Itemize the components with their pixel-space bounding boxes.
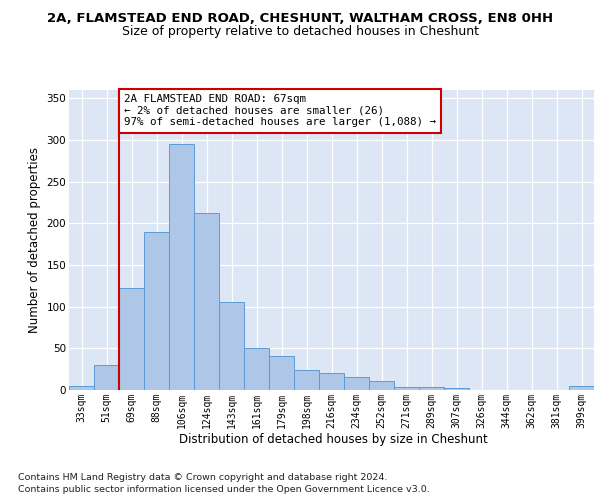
Text: Distribution of detached houses by size in Cheshunt: Distribution of detached houses by size … bbox=[179, 432, 487, 446]
Bar bbox=[219, 302, 244, 390]
Bar bbox=[369, 381, 394, 390]
Bar bbox=[119, 288, 144, 390]
Bar bbox=[244, 348, 269, 390]
Bar bbox=[169, 144, 194, 390]
Text: Size of property relative to detached houses in Cheshunt: Size of property relative to detached ho… bbox=[121, 25, 479, 38]
Bar bbox=[69, 386, 94, 390]
Text: Contains public sector information licensed under the Open Government Licence v3: Contains public sector information licen… bbox=[18, 485, 430, 494]
Bar bbox=[144, 232, 169, 390]
Bar bbox=[294, 370, 319, 390]
Bar bbox=[194, 212, 219, 390]
Bar bbox=[419, 386, 444, 390]
Y-axis label: Number of detached properties: Number of detached properties bbox=[28, 147, 41, 333]
Bar bbox=[94, 365, 119, 390]
Bar bbox=[319, 374, 344, 390]
Text: Contains HM Land Registry data © Crown copyright and database right 2024.: Contains HM Land Registry data © Crown c… bbox=[18, 472, 388, 482]
Bar bbox=[569, 386, 594, 390]
Bar bbox=[394, 386, 419, 390]
Bar bbox=[269, 356, 294, 390]
Text: 2A FLAMSTEAD END ROAD: 67sqm
← 2% of detached houses are smaller (26)
97% of sem: 2A FLAMSTEAD END ROAD: 67sqm ← 2% of det… bbox=[124, 94, 436, 128]
Bar bbox=[444, 388, 469, 390]
Text: 2A, FLAMSTEAD END ROAD, CHESHUNT, WALTHAM CROSS, EN8 0HH: 2A, FLAMSTEAD END ROAD, CHESHUNT, WALTHA… bbox=[47, 12, 553, 26]
Bar bbox=[344, 376, 369, 390]
